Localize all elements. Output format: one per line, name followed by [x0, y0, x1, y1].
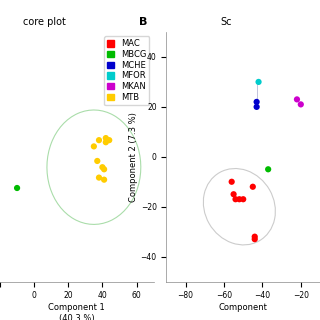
Point [100, 164, 105, 170]
Point [95, 158, 100, 164]
Point [254, 99, 259, 104]
Point [298, 102, 303, 107]
Text: B: B [139, 17, 147, 27]
Point [91, 144, 96, 149]
Point [14, 185, 20, 190]
Point [101, 167, 107, 172]
Point [107, 138, 112, 143]
Point [256, 79, 261, 84]
Point [252, 236, 257, 242]
Point [103, 140, 108, 145]
X-axis label: Component: Component [219, 303, 268, 312]
Point [252, 234, 257, 239]
Point [96, 138, 101, 143]
Point [103, 136, 108, 141]
X-axis label: Component 1
(40.3 %): Component 1 (40.3 %) [48, 303, 105, 320]
Point [254, 104, 259, 109]
Y-axis label: Component 2 (7.3 %): Component 2 (7.3 %) [129, 112, 138, 202]
Point [229, 179, 234, 184]
Point [96, 175, 101, 180]
Point [231, 192, 236, 197]
Point [233, 197, 238, 202]
Point [294, 97, 300, 102]
Text: Sc: Sc [220, 17, 232, 27]
Point [237, 197, 242, 202]
Legend: MAC, MBCG, MCHE, MFOR, MKAN, MTB: MAC, MBCG, MCHE, MFOR, MKAN, MTB [104, 36, 149, 105]
Point [266, 167, 271, 172]
Point [241, 197, 246, 202]
Point [101, 177, 107, 182]
Point [250, 184, 255, 189]
Text: core plot: core plot [23, 17, 66, 27]
